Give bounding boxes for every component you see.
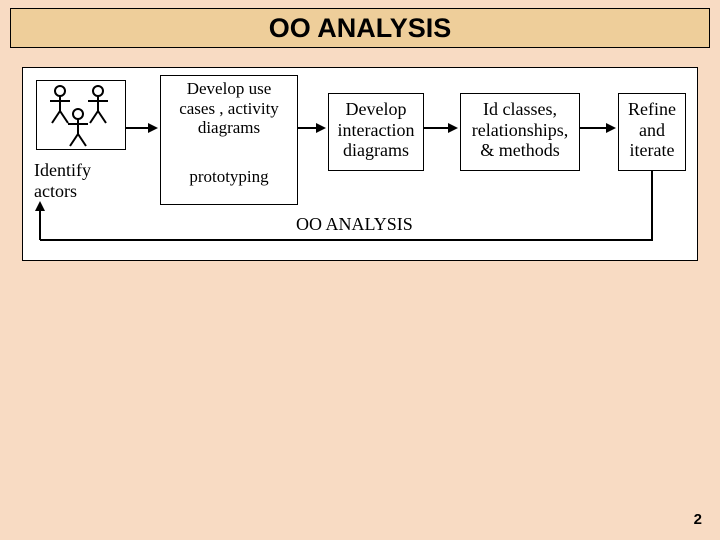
identify-actors-label: Identify actors <box>34 160 91 201</box>
develop-interaction-text: Develop interaction diagrams <box>328 99 424 161</box>
refine-text: Refine and iterate <box>618 99 686 161</box>
arrow-line <box>424 127 449 129</box>
actor-icon <box>64 108 92 148</box>
arrow-head-icon <box>148 123 158 133</box>
arrow-head-icon <box>448 123 458 133</box>
identify-actors-text: Identify actors <box>34 160 91 201</box>
feedback-line <box>40 239 653 241</box>
page-number-text: 2 <box>694 511 702 528</box>
arrow-line <box>580 127 607 129</box>
refine-label: Refine and iterate <box>628 99 676 160</box>
prototyping-label: prototyping <box>189 167 268 186</box>
arrow-head-icon <box>35 201 45 211</box>
oo-analysis-caption-text: OO ANALYSIS <box>296 214 413 234</box>
arrow-head-icon <box>606 123 616 133</box>
id-classes-label: Id classes, relationships, & methods <box>472 99 569 160</box>
title-bar: OO ANALYSIS <box>10 8 710 48</box>
prototyping-text: prototyping <box>160 167 298 187</box>
arrow-head-icon <box>316 123 326 133</box>
title-text: OO ANALYSIS <box>269 13 452 44</box>
develop-usecases-line1: Develop use cases , activity diagrams <box>179 79 279 137</box>
feedback-line <box>39 210 41 240</box>
arrow-line <box>298 127 317 129</box>
oo-analysis-caption: OO ANALYSIS <box>296 214 413 235</box>
develop-usecases-text: Develop use cases , activity diagrams <box>160 79 298 138</box>
develop-interaction-label: Develop interaction diagrams <box>338 99 415 160</box>
arrow-line <box>126 127 149 129</box>
feedback-line <box>651 171 653 240</box>
page-number: 2 <box>694 511 702 528</box>
id-classes-text: Id classes, relationships, & methods <box>460 99 580 161</box>
